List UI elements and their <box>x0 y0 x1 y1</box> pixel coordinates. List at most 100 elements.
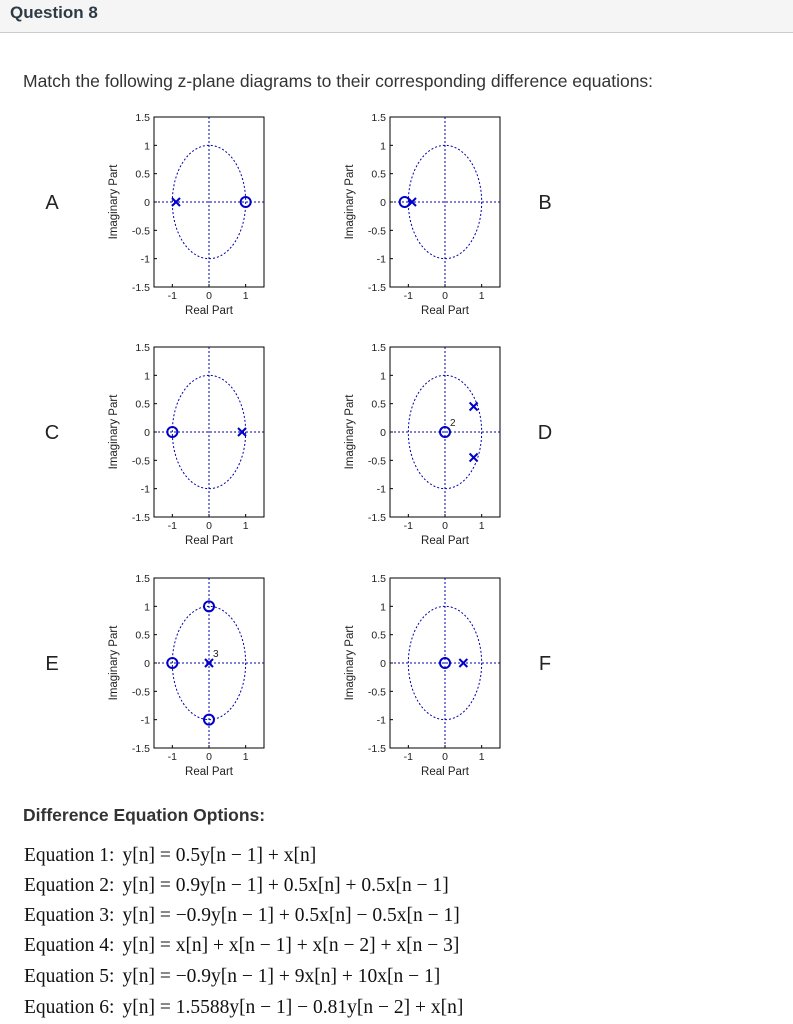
equation-expression: y[n] = −0.9y[n − 1] + 0.5x[n] − 0.5x[n −… <box>122 905 460 926</box>
y-tick-label: 1.5 <box>135 112 150 124</box>
y-tick-label: 1.5 <box>371 573 386 585</box>
y-tick-label: -0.5 <box>132 686 150 698</box>
unit-circle <box>407 144 483 260</box>
equation-label: Equation 3: <box>24 905 115 926</box>
zplane-plot-a: 1.5 1 0.5 0 -0.5 -1 -1.5 -1 0 1 Real Part Imaginary… <box>45 112 265 317</box>
y-tick-label: -1.5 <box>132 743 150 755</box>
equation-label: Equation 2: <box>24 875 115 896</box>
zero-multiplicity-label: 2 <box>450 418 456 429</box>
equation-item-6: Equation 6: y[n] = 1.5588y[n − 1] − 0.81y… <box>24 997 463 1019</box>
y-tick-label: -1.5 <box>368 743 386 755</box>
pole-stroke <box>458 658 469 668</box>
y-tick-label: 0.5 <box>371 169 386 181</box>
y-tick-label: -1.5 <box>368 512 386 524</box>
x-tick-label: 0 <box>206 520 212 532</box>
y-tick-label: 1.5 <box>371 342 386 354</box>
zplane-plot-f: 1.5 1 0.5 0 -0.5 -1 -1.5 -1 0 1 Real Part Imaginary… <box>344 573 551 778</box>
x-tick-label: 1 <box>479 520 485 532</box>
y-tick-label: -1 <box>141 254 150 266</box>
y-tick-label: -1.5 <box>132 512 150 524</box>
x-axis-label: Real Part <box>421 535 470 547</box>
y-tick-label: 0.5 <box>135 630 150 642</box>
plot-letter-label: C <box>45 422 59 444</box>
x-tick-label: -1 <box>404 751 413 763</box>
zero-marker <box>166 657 179 669</box>
x-axis-label: Real Part <box>185 766 234 778</box>
x-tick-label: -1 <box>168 290 177 302</box>
equation-expression: y[n] = 0.5y[n − 1] + x[n] <box>122 845 317 866</box>
pole-marker <box>171 197 181 207</box>
pole-stroke <box>237 427 247 437</box>
zero-marker <box>439 426 451 438</box>
y-tick-label: -1 <box>377 254 386 266</box>
y-tick-label: 1 <box>380 601 386 613</box>
pole-marker <box>407 197 417 207</box>
y-tick-label: -0.5 <box>368 686 386 698</box>
pole-marker <box>468 401 479 412</box>
y-tick-label: 0.5 <box>371 630 386 642</box>
x-tick-label: 0 <box>206 751 212 763</box>
plot-letter-label: F <box>539 653 551 675</box>
y-axis-label: Imaginary Part <box>108 164 120 240</box>
pole-multiplicity-label: 3 <box>213 649 219 660</box>
y-tick-label: 1.5 <box>371 112 386 124</box>
x-axis-label: Real Part <box>185 305 234 317</box>
zero-marker <box>166 426 179 438</box>
x-tick-label: -1 <box>404 290 413 302</box>
plot-letter-label: D <box>538 422 552 444</box>
zplane-plot-d: 1.5 1 0.5 0 -0.5 -1 -1.5 -1 0 1 Real Part Imaginary… <box>344 342 552 547</box>
zplane-plot-c: 1.5 1 0.5 0 -0.5 -1 -1.5 -1 0 1 Real Part Imaginary… <box>45 342 265 547</box>
unit-circle <box>171 605 247 721</box>
y-axis-label: Imaginary Part <box>344 164 356 240</box>
zplane-plot-e: 1.5 1 0.5 0 -0.5 -1 -1.5 -1 0 1 Real Part Imaginary… <box>45 573 265 778</box>
y-tick-label: 0 <box>380 427 386 439</box>
y-tick-label: 0 <box>380 658 386 670</box>
question-prompt: Match the following z-plane diagrams to … <box>23 71 654 91</box>
y-tick-label: -0.5 <box>368 455 386 467</box>
unit-circle <box>407 605 483 721</box>
zero-marker <box>203 600 215 613</box>
pole-marker <box>458 658 469 668</box>
x-tick-label: -1 <box>168 751 177 763</box>
plot-letter-label: E <box>45 653 58 675</box>
y-tick-label: 0 <box>144 197 150 209</box>
y-tick-label: 1 <box>144 370 150 382</box>
x-tick-label: 1 <box>243 751 249 763</box>
x-axis-label: Real Part <box>421 766 470 778</box>
zplane-plot-b: 1.5 1 0.5 0 -0.5 -1 -1.5 -1 0 1 Real Part Imaginary… <box>344 112 552 317</box>
y-tick-label: 0 <box>380 197 386 209</box>
plot-letter-label: A <box>45 192 59 214</box>
plot-letter-label: B <box>538 192 551 214</box>
pole-stroke <box>468 401 479 412</box>
y-axis-label: Imaginary Part <box>344 625 356 701</box>
y-tick-label: 0.5 <box>135 169 150 181</box>
equation-expression: y[n] = 1.5588y[n − 1] − 0.81y[n − 2] + x… <box>122 997 464 1018</box>
y-tick-label: 1 <box>380 140 386 152</box>
y-tick-label: -1 <box>141 484 150 496</box>
question-title: Question 8 <box>10 3 98 22</box>
pole-marker <box>237 427 247 437</box>
y-tick-label: -1.5 <box>132 282 150 294</box>
y-tick-label: -1 <box>377 715 386 727</box>
y-tick-label: 0.5 <box>371 399 386 411</box>
y-tick-label: 1 <box>380 370 386 382</box>
y-tick-label: 1 <box>144 140 150 152</box>
pole-stroke <box>204 658 214 668</box>
y-tick-label: -0.5 <box>368 225 386 237</box>
equation-expression: y[n] = x[n] + x[n − 1] + x[n − 2] + x[n … <box>122 935 460 956</box>
y-tick-label: 1.5 <box>135 342 150 354</box>
y-tick-label: 0.5 <box>135 399 150 411</box>
y-tick-label: 1 <box>144 601 150 613</box>
equation-expression: y[n] = 0.9y[n − 1] + 0.5x[n] + 0.5x[n − … <box>122 875 449 896</box>
unit-circle <box>407 374 483 490</box>
equation-label: Equation 6: <box>24 997 115 1018</box>
y-axis-label: Imaginary Part <box>108 625 120 701</box>
equation-item-4: Equation 4: y[n] = x[n] + x[n − 1] + x[n … <box>24 935 459 957</box>
x-tick-label: 0 <box>442 751 448 763</box>
zero-marker <box>239 196 252 208</box>
options-title: Difference Equation Options: <box>23 805 266 825</box>
zero-marker <box>203 713 215 726</box>
x-tick-label: 1 <box>243 290 249 302</box>
x-tick-label: -1 <box>168 520 177 532</box>
y-tick-label: 0 <box>144 427 150 439</box>
